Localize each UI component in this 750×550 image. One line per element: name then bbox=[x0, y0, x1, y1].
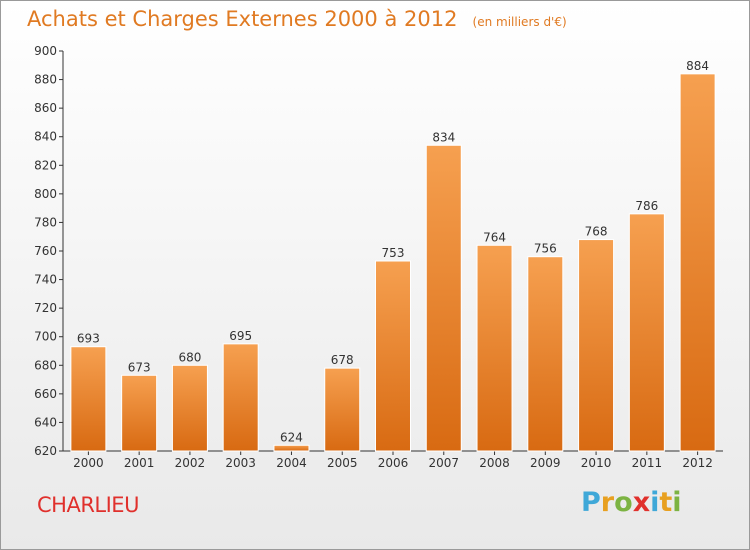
bar-value-label: 756 bbox=[534, 242, 557, 256]
bar-value-label: 624 bbox=[280, 430, 303, 444]
bar-value-label: 834 bbox=[432, 130, 455, 144]
bar-2008 bbox=[476, 244, 513, 452]
brand-letter: x bbox=[632, 487, 651, 518]
y-tick-label: 760 bbox=[34, 244, 57, 258]
brand-letter: P bbox=[581, 487, 601, 518]
y-tick-label: 700 bbox=[34, 330, 57, 344]
x-tick-label: 2001 bbox=[124, 456, 155, 470]
x-tick-label: 2011 bbox=[632, 456, 663, 470]
y-tick-label: 740 bbox=[34, 273, 57, 287]
bar-2010 bbox=[578, 239, 615, 452]
bar-2007 bbox=[425, 144, 462, 452]
brand-letter: o bbox=[614, 487, 633, 518]
y-tick-label: 620 bbox=[34, 444, 57, 458]
brand-letter: i bbox=[650, 487, 660, 518]
bar-2005 bbox=[324, 367, 361, 452]
y-tick-label: 660 bbox=[34, 387, 57, 401]
x-tick-label: 2000 bbox=[73, 456, 104, 470]
y-tick-label: 880 bbox=[34, 73, 57, 87]
bar-value-label: 693 bbox=[77, 332, 100, 346]
y-tick-label: 840 bbox=[34, 130, 57, 144]
bar-value-label: 764 bbox=[483, 230, 506, 244]
bar-2004 bbox=[273, 444, 310, 452]
bar-2006 bbox=[375, 260, 411, 452]
x-tick-label: 2004 bbox=[276, 456, 307, 470]
bar-value-label: 768 bbox=[585, 225, 608, 239]
y-tick-label: 900 bbox=[34, 44, 57, 58]
x-tick-label: 2012 bbox=[682, 456, 713, 470]
bar-value-label: 884 bbox=[686, 59, 709, 73]
bar-value-label: 680 bbox=[178, 350, 201, 364]
bar-value-label: 753 bbox=[382, 246, 405, 260]
chart-title: Achats et Charges Externes 2000 à 2012 bbox=[27, 7, 458, 31]
proxiti-logo: Proxiti bbox=[581, 487, 682, 518]
x-tick-label: 2009 bbox=[530, 456, 561, 470]
commune-name: CHARLIEU bbox=[37, 493, 139, 517]
title-row: Achats et Charges Externes 2000 à 2012 (… bbox=[27, 7, 567, 31]
axes: 620 640 660 680 700 720 740 760 780 800 820 840 860 8… bbox=[34, 44, 723, 470]
y-tick-label: 640 bbox=[34, 415, 57, 429]
brand-letter: r bbox=[600, 487, 615, 518]
x-tick-label: 2008 bbox=[479, 456, 510, 470]
bar-2002 bbox=[171, 364, 208, 452]
bar-value-label: 786 bbox=[635, 199, 658, 213]
bar-value-label: 695 bbox=[229, 329, 252, 343]
bar-2001 bbox=[121, 374, 158, 452]
y-tick-label: 860 bbox=[34, 101, 57, 115]
bar-2012 bbox=[679, 73, 716, 452]
bar-2009 bbox=[527, 256, 564, 452]
x-tick-label: 2002 bbox=[175, 456, 206, 470]
brand-letter: i bbox=[672, 487, 682, 518]
x-tick-label: 2003 bbox=[225, 456, 256, 470]
x-tick-label: 2006 bbox=[378, 456, 409, 470]
y-tick-label: 720 bbox=[34, 301, 57, 315]
x-tick-label: 2010 bbox=[581, 456, 612, 470]
x-tick-label: 2007 bbox=[428, 456, 459, 470]
bars: 693 673 680 695 624 678 753 834 764 756 768 786 884 bbox=[70, 59, 716, 452]
bar-2011 bbox=[628, 213, 665, 452]
y-tick-label: 800 bbox=[34, 187, 57, 201]
bar-value-label: 678 bbox=[331, 353, 354, 367]
bar-value-label: 673 bbox=[128, 360, 151, 374]
y-tick-label: 780 bbox=[34, 215, 57, 229]
x-tick-label: 2005 bbox=[327, 456, 358, 470]
bar-2003 bbox=[222, 343, 259, 452]
chart-unit: (en milliers d'€) bbox=[472, 15, 567, 29]
brand-letter: t bbox=[659, 487, 673, 518]
y-tick-label: 820 bbox=[34, 158, 57, 172]
y-tick-label: 680 bbox=[34, 358, 57, 372]
bar-2000 bbox=[70, 346, 107, 452]
